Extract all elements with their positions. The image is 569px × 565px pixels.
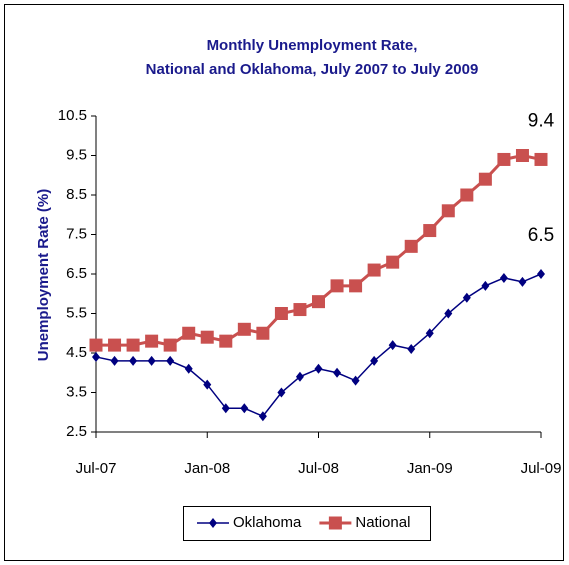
data-point <box>515 149 529 162</box>
data-label: 9.4 <box>528 110 555 131</box>
y-tick-label: 3.5 <box>66 383 87 400</box>
data-point <box>423 224 437 238</box>
data-point <box>314 363 323 374</box>
data-point <box>203 379 212 390</box>
data-point <box>163 338 177 352</box>
legend-marker <box>209 518 217 528</box>
data-point <box>518 276 527 287</box>
data-point <box>478 172 492 186</box>
y-tick-label: 2.5 <box>66 423 87 440</box>
data-point <box>293 303 307 317</box>
data-point <box>462 292 471 303</box>
y-tick-label: 6.5 <box>66 265 87 282</box>
y-tick-label: 5.5 <box>66 304 87 321</box>
x-tick-label: Jul-08 <box>298 460 339 477</box>
data-point <box>277 387 286 398</box>
x-tick-label: Jan-08 <box>184 460 230 477</box>
data-point <box>481 280 490 291</box>
data-point <box>370 355 379 366</box>
data-point <box>110 355 119 366</box>
data-point <box>295 371 304 382</box>
data-point <box>425 328 434 339</box>
y-tick-label: 8.5 <box>66 186 87 203</box>
x-tick-label: Jan-09 <box>407 460 453 477</box>
data-point <box>200 330 214 344</box>
chart-title: National and Oklahoma, July 2007 to July… <box>146 61 479 78</box>
data-point <box>312 295 325 309</box>
y-tick-label: 9.5 <box>66 146 87 163</box>
data-point <box>367 263 381 277</box>
data-point <box>534 152 548 166</box>
data-point <box>404 239 418 253</box>
data-point <box>407 344 416 355</box>
x-tick-label: Jul-09 <box>521 460 562 477</box>
chart-border <box>4 4 564 561</box>
y-axis-label: Unemployment Rate (%) <box>35 189 52 362</box>
data-point <box>330 279 344 293</box>
data-point <box>182 326 196 340</box>
y-tick-label: 4.5 <box>66 344 87 361</box>
y-tick-label: 10.5 <box>58 107 87 124</box>
data-label: 6.5 <box>528 225 554 246</box>
data-point <box>497 152 511 166</box>
data-point <box>92 351 100 362</box>
data-point <box>333 367 342 378</box>
data-point <box>145 334 159 348</box>
data-point <box>147 355 156 366</box>
data-point <box>89 338 103 352</box>
x-tick-label: Jul-07 <box>76 460 117 477</box>
data-point <box>184 363 193 374</box>
data-point <box>129 355 138 366</box>
data-point <box>386 255 400 269</box>
data-point <box>219 334 233 348</box>
data-point <box>256 326 270 340</box>
data-point <box>460 188 474 202</box>
data-point <box>537 269 545 279</box>
data-point <box>237 322 251 336</box>
legend-label: Oklahoma <box>233 514 302 531</box>
data-point <box>349 279 363 293</box>
data-point <box>388 340 397 351</box>
data-point <box>240 403 249 414</box>
data-point <box>351 375 360 386</box>
data-point <box>499 272 508 283</box>
chart-title: Monthly Unemployment Rate, <box>207 37 418 54</box>
data-point <box>441 204 455 218</box>
data-point <box>108 338 122 352</box>
data-point <box>221 403 230 414</box>
legend-marker <box>328 516 342 530</box>
data-point <box>258 411 267 422</box>
data-point <box>444 308 453 319</box>
data-point <box>166 355 175 366</box>
data-point <box>126 338 140 352</box>
legend-label: National <box>355 514 410 531</box>
y-tick-label: 7.5 <box>66 225 87 242</box>
data-point <box>274 307 288 320</box>
